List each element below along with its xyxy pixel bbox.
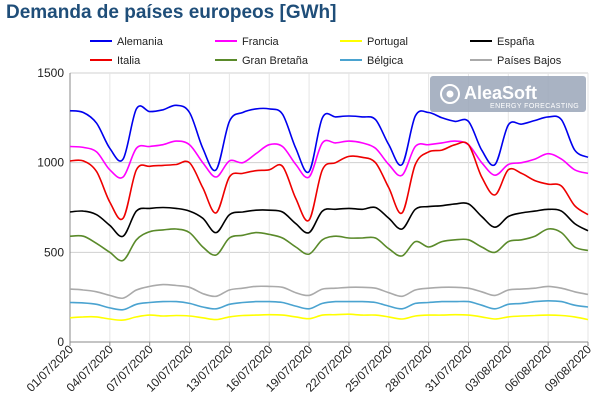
series-line-francia: [69, 139, 589, 179]
logo-mark-icon: [440, 84, 460, 104]
legend-label-italia: Italia: [117, 55, 141, 67]
legend-label-gran-bretana: Gran Bretaña: [242, 55, 309, 67]
legend-label-alemania: Alemania: [117, 36, 164, 48]
chart-title: Demanda de países europeos [GWh]: [6, 2, 337, 23]
y-tick-label-1000: 1000: [37, 156, 64, 170]
legend-label-francia: Francia: [242, 36, 280, 48]
y-tick-label-1500: 1500: [37, 66, 64, 80]
legend-label-espana: España: [497, 36, 535, 48]
legend-label-belgica: Bélgica: [367, 55, 404, 67]
logo-mark-center-icon: [446, 90, 454, 98]
logo-tagline: ENERGY FORECASTING: [490, 103, 579, 110]
series-line-gran-bretana: [69, 228, 589, 262]
series-line-portugal: [69, 313, 589, 321]
series-line-belgica: [69, 300, 589, 311]
series-lines: [69, 104, 589, 321]
y-tick-label-0: 0: [57, 335, 64, 349]
y-tick-label-500: 500: [44, 245, 64, 259]
series-line-alemania: [69, 104, 589, 174]
logo-name: AleaSoft: [464, 83, 537, 103]
series-line-italia: [69, 141, 589, 222]
legend: Alemania Francia Portugal España Italia Gran …: [90, 36, 562, 67]
logo-badge: [430, 76, 586, 112]
legend-label-portugal: Portugal: [367, 36, 408, 48]
legend-label-paises-bajos: Países Bajos: [497, 55, 562, 67]
series-line-paises-bajos: [69, 283, 589, 300]
series-line-espana: [69, 202, 589, 238]
